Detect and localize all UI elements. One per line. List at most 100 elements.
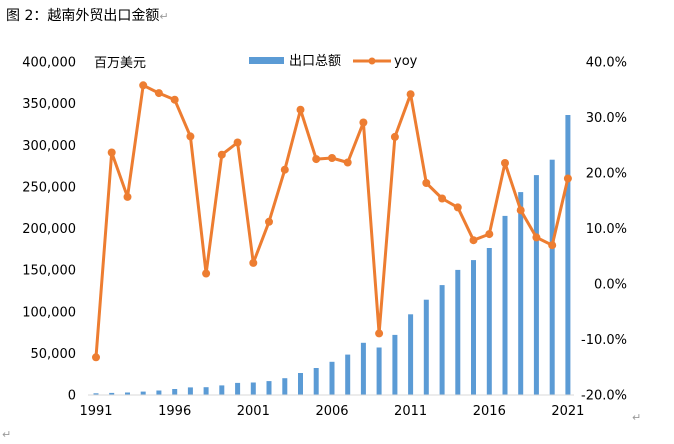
bar-1996	[172, 389, 178, 395]
bar-1994	[140, 391, 146, 395]
bar-2012	[423, 299, 429, 395]
figure-title: 图 2：越南外贸出口金额↵	[6, 8, 169, 24]
yoy-point-2002	[265, 217, 273, 226]
y-left-tick-label: 350,000	[22, 97, 76, 112]
y-left-tick-label: 50,000	[31, 347, 77, 362]
bar-2005	[313, 368, 319, 395]
bar-2018	[518, 192, 524, 395]
return-mark: ↵	[159, 10, 169, 23]
bar-2021	[565, 115, 571, 395]
bar-2011	[408, 314, 414, 395]
x-tick-label: 2001	[237, 404, 270, 419]
legend-label-export: 出口总额	[289, 54, 341, 69]
yoy-point-2018	[516, 206, 525, 215]
bar-2009	[376, 347, 382, 395]
yoy-point-2009	[375, 329, 384, 338]
yoy-point-1995	[154, 89, 163, 98]
y-left-tick-label: 100,000	[22, 305, 76, 320]
yoy-point-2004	[296, 105, 305, 114]
y-right-tick-label: 0.0%	[594, 278, 627, 293]
yoy-point-1994	[139, 81, 148, 90]
x-tick-label: 1991	[79, 404, 112, 419]
y-left-tick-label: 300,000	[22, 139, 76, 154]
x-tick-label: 2006	[315, 404, 348, 419]
y-right-tick-label: 30.0%	[586, 111, 627, 126]
bar-2010	[392, 334, 398, 395]
yoy-point-2011	[406, 90, 415, 99]
yoy-point-2001	[249, 258, 258, 267]
bar-series	[93, 115, 571, 395]
yoy-point-1999	[217, 150, 226, 159]
yoy-point-1998	[202, 269, 211, 278]
yoy-point-2000	[233, 138, 242, 147]
bar-2016	[486, 248, 492, 395]
bar-2013	[439, 285, 445, 395]
bar-2002	[266, 381, 272, 395]
yoy-point-2016	[485, 230, 494, 239]
x-tick-labels: 1991 1996 2001 2006 2011 2016 2021	[79, 404, 584, 419]
yoy-point-2007	[343, 158, 352, 167]
yoy-point-2006	[328, 154, 336, 162]
yoy-point-2003	[280, 165, 289, 174]
bar-1997	[187, 387, 193, 395]
bar-1999	[219, 385, 225, 395]
legend-bar-swatch	[249, 57, 284, 64]
yoy-point-1996	[170, 95, 179, 104]
bar-2015	[471, 260, 476, 395]
yoy-point-1993	[123, 192, 132, 201]
bar-1992	[109, 392, 115, 395]
return-mark: ↵	[632, 411, 642, 424]
yoy-point-2005	[312, 155, 321, 164]
y-left-tick-labels: 0 50,000 100,000 150,000 200,000 250,000 300,0…	[22, 56, 76, 404]
bar-1998	[203, 387, 209, 395]
y-right-tick-label: 20.0%	[586, 167, 627, 182]
y-left-tick-label: 150,000	[22, 264, 76, 279]
bar-2017	[502, 215, 508, 395]
yoy-point-1992	[107, 148, 116, 157]
legend-label-yoy: yoy	[394, 54, 418, 69]
yoy-point-2013	[438, 194, 447, 203]
bar-2006	[329, 361, 335, 395]
bar-2008	[360, 342, 366, 395]
yoy-point-2012	[422, 179, 431, 187]
bar-1993	[125, 392, 130, 395]
yoy-point-2017	[501, 159, 509, 167]
yoy-point-2019	[532, 233, 541, 242]
bar-2019	[533, 175, 539, 395]
line-series	[92, 81, 572, 362]
yoy-point-2014	[453, 203, 462, 212]
y-left-tick-label: 0	[68, 389, 76, 404]
bar-2001	[250, 382, 256, 395]
y-left-tick-label: 400,000	[22, 56, 76, 71]
bar-2004	[298, 373, 303, 395]
y-left-tick-label: 250,000	[22, 180, 76, 195]
return-mark: ↵	[2, 428, 12, 441]
bar-2020	[549, 159, 555, 395]
yoy-point-2020	[548, 241, 557, 250]
legend-line-marker	[368, 57, 376, 65]
y-right-tick-label: -20.0%	[581, 389, 627, 404]
yoy-point-1991	[92, 353, 100, 362]
bar-2014	[455, 269, 461, 395]
y-right-tick-label: 10.0%	[586, 222, 627, 237]
bar-1991	[93, 393, 99, 395]
yoy-point-2008	[359, 118, 368, 127]
bar-2000	[235, 382, 241, 395]
y-right-tick-label: 40.0%	[586, 56, 627, 71]
y-left-tick-label: 200,000	[22, 222, 76, 237]
unit-label: 百万美元	[94, 56, 146, 71]
x-tick-label: 2011	[394, 404, 427, 419]
yoy-point-2015	[469, 236, 478, 245]
y-right-tick-labels: -20.0% -10.0% 0.0% 10.0% 20.0% 30.0% 40.0%	[581, 56, 627, 404]
x-tick-label: 2021	[551, 404, 584, 419]
bar-2003	[282, 378, 288, 395]
legend: 出口总额 yoy	[249, 54, 418, 69]
y-right-tick-label: -10.0%	[581, 333, 627, 348]
bar-1995	[156, 390, 162, 395]
yoy-point-1997	[186, 132, 195, 141]
x-tick-label: 2016	[473, 404, 506, 419]
yoy-line	[94, 83, 570, 358]
yoy-point-2021	[563, 174, 572, 183]
bar-2007	[345, 354, 351, 395]
